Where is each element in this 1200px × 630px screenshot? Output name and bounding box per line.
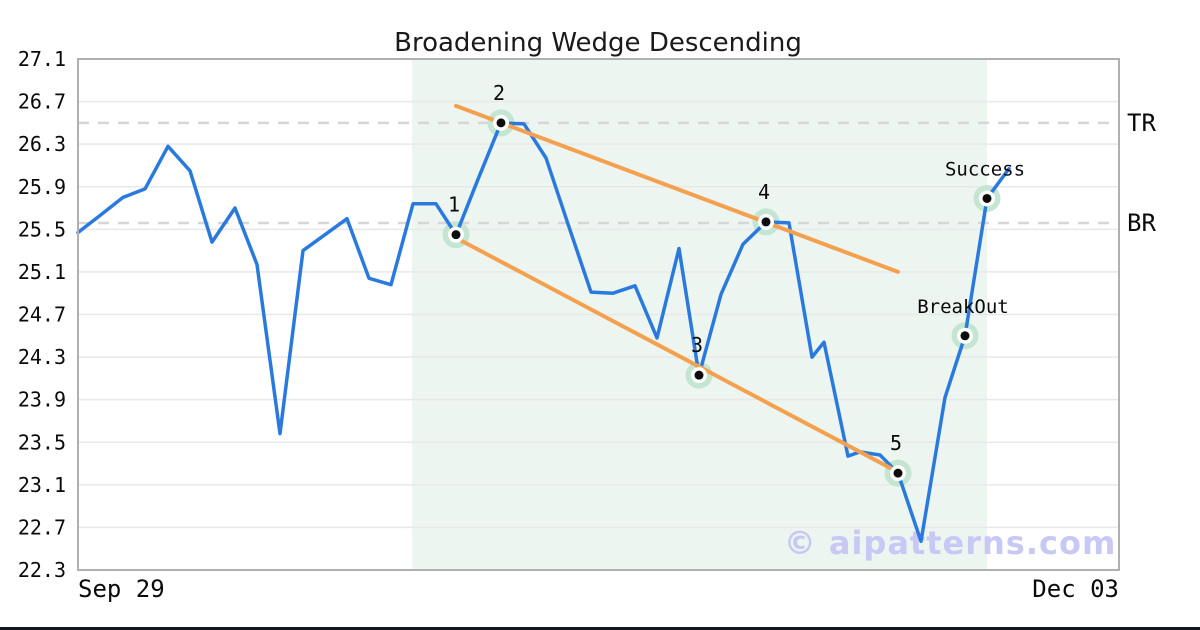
pattern-point-label-4: 4: [758, 180, 770, 204]
chart-page: TR BR © aipatterns.com 1 2 3 4 5 BreakOut Succe…: [0, 0, 1200, 630]
x-axis-label-end: Dec 03: [1032, 575, 1119, 603]
x-axis-label-start: Sep 29: [78, 575, 165, 603]
pattern-point-label-5: 5: [890, 431, 902, 455]
y-tick-label: 26.7: [18, 90, 66, 114]
y-tick-label: 23.9: [18, 388, 66, 412]
pattern-point-label-1: 1: [448, 193, 460, 217]
pattern-point-label-breakout: BreakOut: [917, 296, 1009, 318]
reference-label-br: BR: [1127, 209, 1156, 237]
y-tick-label: 26.3: [18, 132, 66, 156]
pattern-point-dot: [762, 217, 771, 226]
y-tick-label: 23.1: [18, 473, 66, 497]
chart-title: Broadening Wedge Descending: [394, 28, 802, 58]
watermark: © aipatterns.com: [784, 524, 1117, 562]
y-tick-label: 24.7: [18, 303, 66, 327]
pattern-point-dot: [961, 331, 970, 340]
y-tick-label: 25.1: [18, 260, 66, 284]
y-tick-label: 24.3: [18, 345, 66, 369]
pattern-point-dot: [894, 469, 903, 478]
reference-label-tr: TR: [1127, 109, 1156, 137]
y-tick-label: 22.3: [18, 558, 66, 582]
stock-pattern-chart: TR BR © aipatterns.com 1 2 3 4 5 BreakOut Succe…: [0, 0, 1200, 630]
y-tick-label: 25.9: [18, 175, 66, 199]
pattern-point-dot: [452, 230, 461, 239]
pattern-point-label-success: Success: [945, 158, 1025, 180]
y-tick-label: 27.1: [18, 47, 66, 71]
pattern-point-label-2: 2: [493, 81, 505, 105]
y-tick-label: 25.5: [18, 217, 66, 241]
pattern-point-dot: [983, 194, 992, 203]
y-tick-label: 22.7: [18, 515, 66, 539]
pattern-point-dot: [695, 371, 704, 380]
pattern-point-label-3: 3: [691, 333, 703, 357]
y-tick-label: 23.5: [18, 430, 66, 454]
pattern-point-dot: [497, 118, 506, 127]
